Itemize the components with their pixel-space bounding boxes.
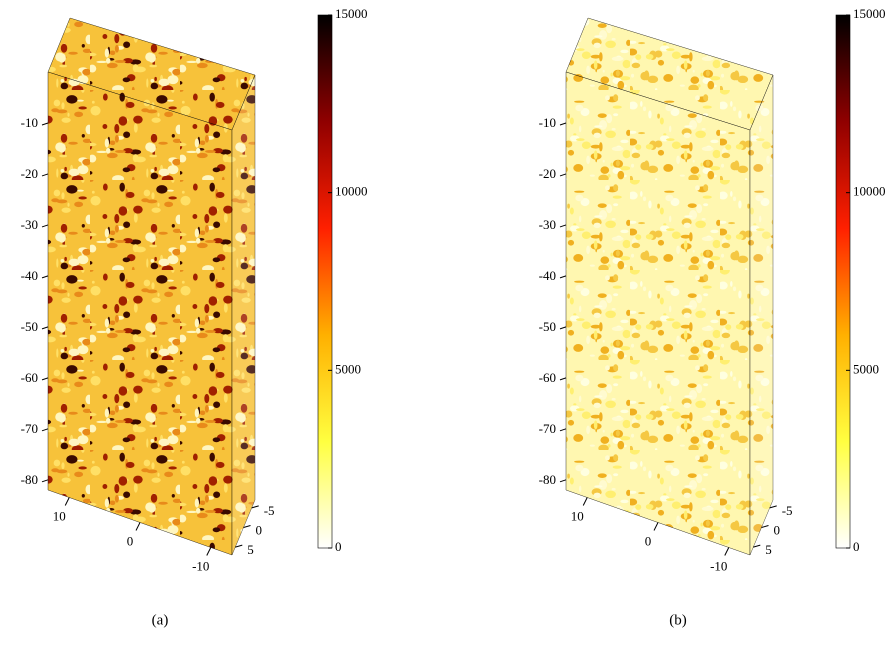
z-tick-label: -30 [21, 217, 38, 232]
x-tick-label: -10 [192, 558, 209, 573]
y-tick [235, 544, 243, 548]
x-tick [653, 522, 659, 531]
z-tick [41, 377, 49, 381]
z-tick [559, 377, 567, 381]
y-tick-label: 0 [774, 522, 781, 537]
colorbar [835, 14, 851, 549]
z-tick [559, 428, 567, 432]
colorbar-tick-label: 15000 [335, 6, 368, 21]
y-tick [243, 525, 251, 528]
z-tick [559, 326, 567, 330]
colorbar-tick-label: 10000 [853, 184, 886, 199]
x-tick [135, 522, 141, 531]
z-tick [41, 428, 49, 432]
z-tick [559, 173, 567, 177]
x-tick [206, 547, 212, 556]
x-tick [64, 497, 70, 506]
z-tick [559, 275, 567, 279]
y-tick-label: 0 [256, 522, 263, 537]
x-tick [724, 547, 730, 556]
caption: (a) [152, 612, 169, 628]
z-tick-label: -80 [21, 472, 38, 487]
side-face [231, 74, 256, 556]
x-tick-label: 10 [53, 508, 66, 523]
front-face [47, 71, 233, 556]
z-tick [41, 275, 49, 279]
z-tick-label: -60 [21, 370, 38, 385]
colorbar-tick-label: 5000 [853, 361, 879, 376]
z-tick [41, 479, 49, 483]
z-tick-label: -20 [539, 166, 556, 181]
z-tick-label: -40 [21, 268, 38, 283]
x-tick-label: 10 [571, 508, 584, 523]
x-tick [582, 497, 588, 506]
z-tick [41, 224, 49, 228]
y-tick [761, 525, 769, 528]
colorbar-tick-label: 15000 [853, 6, 886, 21]
z-tick-label: -50 [539, 319, 556, 334]
colorbar [317, 14, 333, 549]
z-tick [559, 122, 567, 126]
z-tick-label: -10 [539, 115, 556, 130]
z-tick-label: -10 [21, 115, 38, 130]
front-face [565, 71, 751, 556]
x-tick-label: 0 [645, 533, 652, 548]
x-tick-label: -10 [710, 558, 727, 573]
z-tick-label: -50 [21, 319, 38, 334]
z-tick-label: -20 [21, 166, 38, 181]
side-face [749, 74, 774, 556]
colorbar-tick-label: 10000 [335, 184, 368, 199]
y-tick [251, 505, 259, 509]
z-tick [41, 326, 49, 330]
z-tick-label: -30 [539, 217, 556, 232]
y-tick-label: -5 [782, 503, 793, 518]
z-tick [559, 479, 567, 483]
colorbar-tick-label: 0 [335, 539, 342, 554]
y-tick [753, 544, 761, 548]
y-tick-label: 5 [765, 542, 772, 557]
caption: (b) [669, 612, 687, 628]
z-tick-label: -60 [539, 370, 556, 385]
colorbar-tick-label: 0 [853, 539, 860, 554]
z-tick-label: -40 [539, 268, 556, 283]
z-tick [41, 173, 49, 177]
z-tick [559, 224, 567, 228]
x-tick-label: 0 [127, 533, 134, 548]
colorbar-tick-label: 5000 [335, 361, 361, 376]
z-tick-label: -80 [539, 472, 556, 487]
z-tick-label: -70 [21, 421, 38, 436]
y-tick [769, 505, 777, 509]
y-tick-label: -5 [264, 503, 275, 518]
y-tick-label: 5 [247, 542, 254, 557]
z-tick-label: -70 [539, 421, 556, 436]
z-tick [41, 122, 49, 126]
